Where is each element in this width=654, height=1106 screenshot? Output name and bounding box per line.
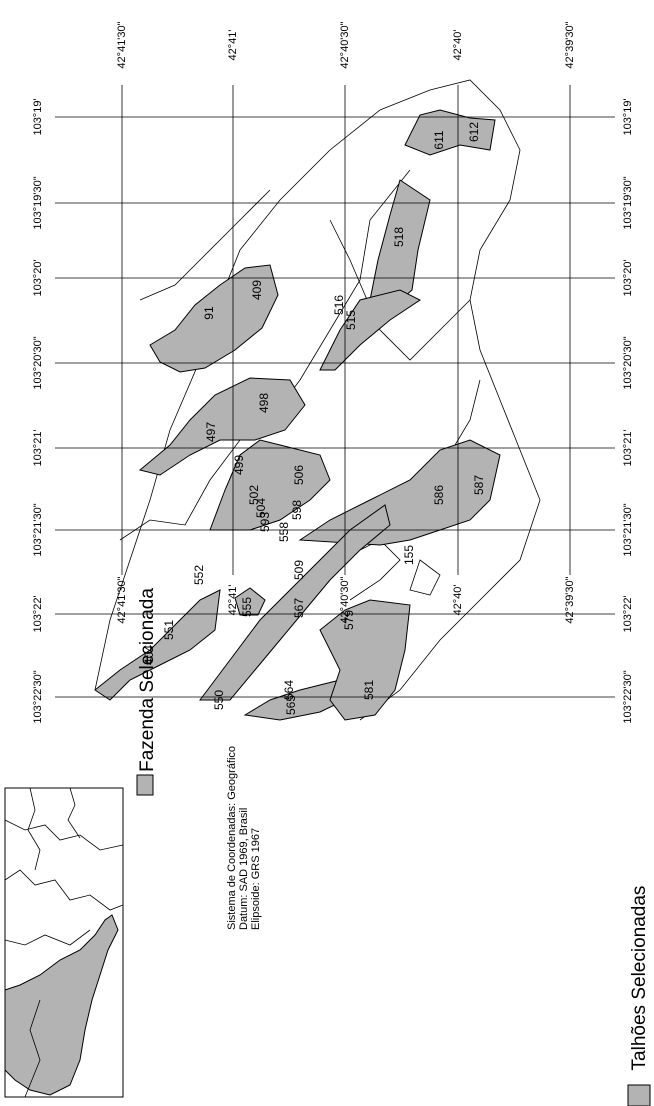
parcel-label: 497 [204, 422, 218, 442]
parcel-label: 579 [342, 610, 356, 630]
projection-text: Elipsoide: GRS 1967 [250, 828, 262, 930]
graticule [55, 85, 615, 698]
parcel-label: 586 [432, 485, 446, 505]
parcel-label: 552 [192, 565, 206, 585]
longitude-label-right: 103°20'30" [622, 336, 634, 389]
parcel-label: 581 [362, 680, 376, 700]
latitude-label-top: 42°40'30" [339, 21, 351, 68]
parcel-label: 502 [247, 485, 261, 505]
projection-text: Sistema de Coordenadas: Geográfico [226, 746, 238, 930]
longitude-label-left: 103°21' [32, 429, 44, 466]
longitude-label-left: 103°19'30" [32, 176, 44, 229]
selected-parcels [94, 109, 501, 721]
parcel-label: 611 [432, 130, 446, 149]
longitude-label-right: 103°21' [622, 429, 634, 466]
parcel-label: 404 [142, 645, 156, 665]
latitude-label-bottom: 42°40'30" [339, 576, 351, 623]
longitude-label-left: 103°20' [32, 259, 44, 296]
longitude-label-left: 103°22'30" [32, 670, 44, 723]
parcel-label: 598 [290, 500, 304, 520]
inset-map [4, 787, 124, 1098]
projection-text: Datum: SAD 1969, Brasil [238, 808, 250, 930]
labels: 42°41'30" 42°41'30" 42°41' 42°41' 42°40'30" 4… [32, 21, 634, 930]
parcel-label: 91 [202, 306, 216, 320]
latitude-label-top: 42°39'30" [564, 21, 576, 68]
parcel-label: 612 [467, 122, 481, 142]
parcel-label: 506 [292, 465, 306, 485]
parcel-label: 504 [254, 498, 268, 518]
parcel-label: 509 [292, 560, 306, 580]
longitude-label-right: 103°22' [622, 595, 634, 632]
latitude-label-top: 42°40' [452, 30, 464, 61]
parcel-label: 567 [292, 598, 306, 618]
parcel-label: 409 [250, 280, 264, 300]
parcel-label: 564 [282, 680, 296, 700]
longitude-label-left: 103°20'30" [32, 336, 44, 389]
latitude-label-bottom: 42°39'30" [564, 576, 576, 623]
farm-swatch [136, 774, 154, 796]
parcel-label: 558 [277, 522, 291, 542]
longitude-label-right: 103°20' [622, 259, 634, 296]
parcel-label: 515 [344, 310, 358, 330]
latitude-label-top: 42°41' [227, 30, 239, 61]
latitude-label-bottom: 42°41'30" [116, 576, 128, 623]
longitude-label-right: 103°19' [622, 98, 634, 135]
parcel-label: 155 [402, 545, 416, 565]
latitude-label-top: 42°41'30" [116, 21, 128, 68]
longitude-label-left: 103°22' [32, 595, 44, 632]
parcel-label: 518 [392, 227, 406, 247]
parcel-label: 551 [162, 620, 176, 640]
longitude-label-left: 103°19' [32, 98, 44, 135]
parcel-label: 516 [332, 295, 346, 315]
legend-farm: Fazenda Selecionada [137, 588, 158, 772]
latitude-label-bottom: 42°41' [227, 585, 239, 616]
longitude-label-left: 103°21'30" [32, 503, 44, 556]
legend-parcels: Talhões Selecionadas [629, 886, 650, 1071]
parcel-label: 550 [212, 690, 226, 710]
parcel-label: 498 [257, 393, 271, 413]
parcel-swatch [627, 1084, 651, 1106]
longitude-label-right: 103°21'30" [622, 503, 634, 556]
parcel-label: 587 [472, 475, 486, 495]
parcel-label: 499 [232, 455, 246, 475]
latitude-label-bottom: 42°40' [452, 585, 464, 616]
parcel-label: 565 [284, 695, 298, 715]
parcel-label: 593 [258, 512, 272, 532]
longitude-label-right: 103°19'30" [622, 176, 634, 229]
longitude-label-right: 103°22'30" [622, 670, 634, 723]
parcel-label: 555 [240, 597, 254, 617]
